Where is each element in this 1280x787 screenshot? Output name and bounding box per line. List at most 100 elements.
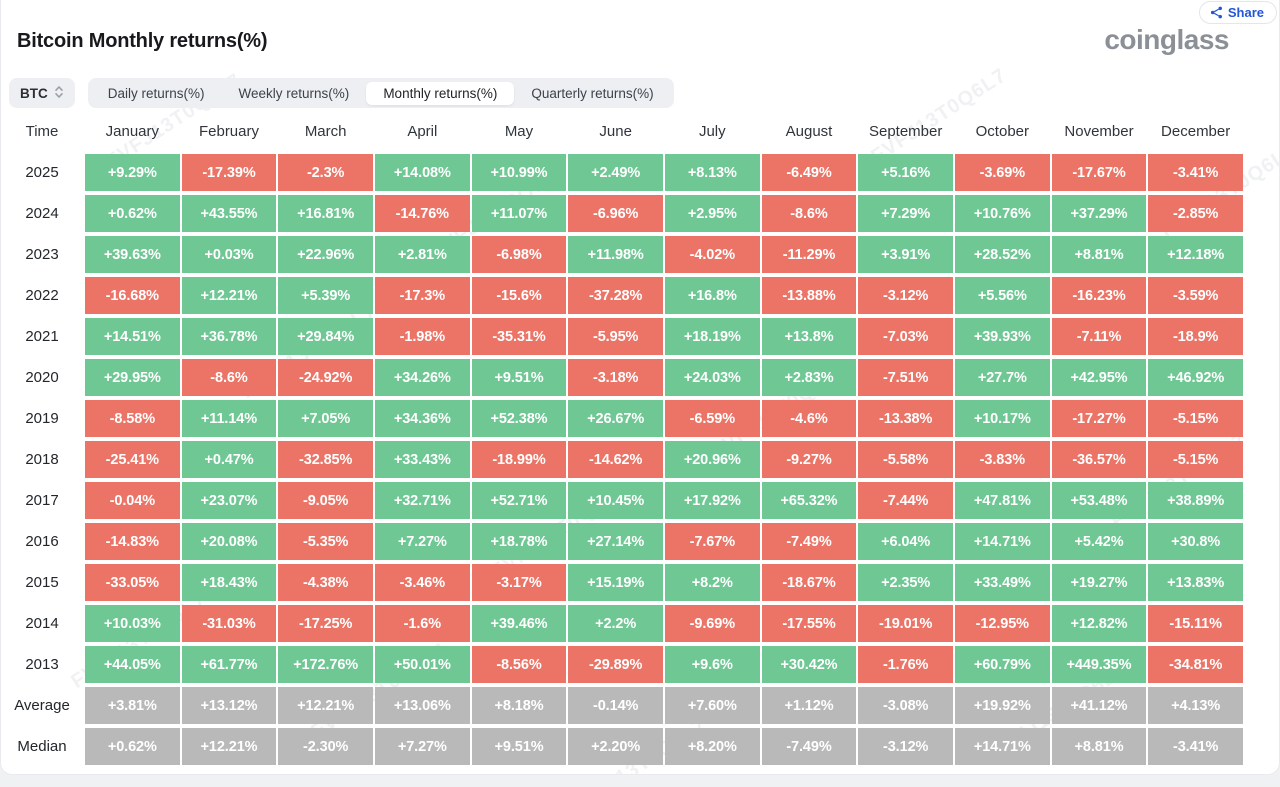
return-cell: +449.35% bbox=[1051, 646, 1147, 683]
return-cell: -7.03% bbox=[858, 318, 953, 355]
row-label: 2022 bbox=[25, 287, 59, 304]
return-cell: +37.29% bbox=[1051, 195, 1147, 232]
column-header-month: March bbox=[304, 122, 347, 140]
return-cell: +8.2% bbox=[664, 564, 760, 601]
return-cell: +18.43% bbox=[181, 564, 277, 601]
share-button[interactable]: Share bbox=[1198, 1, 1277, 24]
column-header-month: January bbox=[105, 122, 160, 140]
return-cell: -4.6% bbox=[761, 400, 857, 437]
return-cell: +2.81% bbox=[374, 236, 470, 273]
return-cell: -6.96% bbox=[568, 195, 663, 232]
return-cell: -6.49% bbox=[761, 154, 857, 191]
return-cell: +0.62% bbox=[85, 728, 180, 765]
row-label: 2018 bbox=[25, 451, 59, 468]
return-cell: +29.84% bbox=[278, 318, 373, 355]
return-cell: -9.27% bbox=[761, 441, 857, 478]
column-header-month: December bbox=[1161, 122, 1231, 140]
return-cell: +20.08% bbox=[181, 523, 277, 560]
return-cell: -4.38% bbox=[278, 564, 373, 601]
return-cell: -18.99% bbox=[471, 441, 567, 478]
return-cell: +11.98% bbox=[568, 236, 663, 273]
return-cell: -3.69% bbox=[954, 154, 1050, 191]
return-cell: +28.52% bbox=[954, 236, 1050, 273]
return-cell: +47.81% bbox=[954, 482, 1050, 519]
tab-weekly-returns[interactable]: Weekly returns(%) bbox=[238, 85, 350, 101]
column-header-month: July bbox=[698, 122, 726, 140]
return-cell: +15.19% bbox=[568, 564, 663, 601]
return-cell: -14.76% bbox=[374, 195, 470, 232]
return-cell: +17.92% bbox=[664, 482, 760, 519]
return-cell: -7.67% bbox=[664, 523, 760, 560]
return-cell: +5.56% bbox=[954, 277, 1050, 314]
return-cell: -5.15% bbox=[1148, 400, 1243, 437]
return-cell: -35.31% bbox=[471, 318, 567, 355]
row-label: 2013 bbox=[25, 656, 59, 673]
column-header-time: Time bbox=[25, 122, 59, 140]
return-cell: -18.67% bbox=[761, 564, 857, 601]
return-cell: -5.15% bbox=[1148, 441, 1243, 478]
interval-tabs: Daily returns(%) Weekly returns(%) Month… bbox=[87, 78, 674, 108]
return-cell: +24.03% bbox=[664, 359, 760, 396]
monthly-returns-table-wrap: Time January February March April May June July… bbox=[1, 112, 1243, 765]
return-cell: +5.39% bbox=[278, 277, 373, 314]
return-cell: +27.14% bbox=[568, 523, 663, 560]
return-cell: +46.92% bbox=[1148, 359, 1243, 396]
tab-daily-returns[interactable]: Daily returns(%) bbox=[107, 85, 205, 101]
return-cell: -34.81% bbox=[1148, 646, 1243, 683]
return-cell: +53.48% bbox=[1051, 482, 1147, 519]
return-cell: +7.27% bbox=[374, 523, 470, 560]
return-cell: +7.05% bbox=[278, 400, 373, 437]
return-cell: +13.8% bbox=[761, 318, 857, 355]
return-cell: +42.95% bbox=[1051, 359, 1147, 396]
return-cell: +7.60% bbox=[664, 687, 760, 724]
tab-monthly-returns[interactable]: Monthly returns(%) bbox=[366, 81, 515, 105]
return-cell: +39.63% bbox=[85, 236, 180, 273]
return-cell: -29.89% bbox=[568, 646, 663, 683]
return-cell: -3.18% bbox=[568, 359, 663, 396]
row-label: 2023 bbox=[25, 246, 59, 263]
return-cell: -3.83% bbox=[954, 441, 1050, 478]
return-cell: -9.05% bbox=[278, 482, 373, 519]
return-cell: -4.02% bbox=[664, 236, 760, 273]
return-cell: -8.58% bbox=[85, 400, 180, 437]
return-cell: +11.07% bbox=[471, 195, 567, 232]
share-icon bbox=[1210, 6, 1223, 19]
page-title: Bitcoin Monthly returns(%) bbox=[17, 30, 268, 52]
return-cell: +19.27% bbox=[1051, 564, 1147, 601]
row-label: 2025 bbox=[25, 164, 59, 181]
return-cell: +2.95% bbox=[664, 195, 760, 232]
return-cell: +9.51% bbox=[471, 728, 567, 765]
return-cell: -14.62% bbox=[568, 441, 663, 478]
return-cell: +2.83% bbox=[761, 359, 857, 396]
coinglass-logo: coinglass bbox=[1104, 24, 1229, 55]
row-label: 2014 bbox=[25, 615, 59, 632]
return-cell: -3.08% bbox=[858, 687, 953, 724]
return-cell: -17.3% bbox=[374, 277, 470, 314]
return-cell: +52.71% bbox=[471, 482, 567, 519]
return-cell: +16.81% bbox=[278, 195, 373, 232]
return-cell: +26.67% bbox=[568, 400, 663, 437]
return-cell: +1.12% bbox=[761, 687, 857, 724]
return-cell: -17.39% bbox=[181, 154, 277, 191]
return-cell: +30.8% bbox=[1148, 523, 1243, 560]
return-cell: +9.29% bbox=[85, 154, 180, 191]
return-cell: -2.3% bbox=[278, 154, 373, 191]
row-label: 2016 bbox=[25, 533, 59, 550]
return-cell: +10.45% bbox=[568, 482, 663, 519]
return-cell: +13.83% bbox=[1148, 564, 1243, 601]
return-cell: +23.07% bbox=[181, 482, 277, 519]
return-cell: +20.96% bbox=[664, 441, 760, 478]
return-cell: -15.6% bbox=[471, 277, 567, 314]
return-cell: +33.49% bbox=[954, 564, 1050, 601]
return-cell: +14.71% bbox=[954, 523, 1050, 560]
column-header-month: April bbox=[407, 122, 438, 140]
column-header-month: May bbox=[504, 122, 534, 140]
return-cell: +13.12% bbox=[181, 687, 277, 724]
row-label: 2019 bbox=[25, 410, 59, 427]
tab-quarterly-returns[interactable]: Quarterly returns(%) bbox=[531, 85, 654, 101]
return-cell: -8.6% bbox=[181, 359, 277, 396]
return-cell: +7.29% bbox=[858, 195, 953, 232]
return-cell: +10.76% bbox=[954, 195, 1050, 232]
symbol-selector[interactable]: BTC bbox=[9, 78, 75, 108]
